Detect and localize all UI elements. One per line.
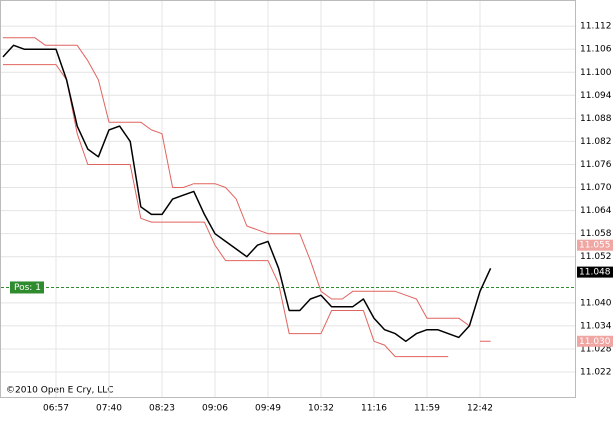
y-tick-label: 11.076: [580, 160, 612, 170]
y-tick-label: 11.022: [580, 368, 612, 378]
line-series: [3, 64, 491, 358]
x-tick-label: 12:42: [467, 404, 493, 414]
price-marker-label: 11.030: [579, 337, 611, 347]
y-tick-label: 11.100: [580, 68, 612, 78]
copyright: ©2010 Open E Cry, LLC: [6, 386, 114, 396]
y-tick-label: 11.052: [580, 252, 612, 262]
line-series: [2, 44, 492, 343]
y-tick-label: 11.070: [580, 183, 612, 193]
price-marker: [577, 335, 613, 347]
y-tick-label: 11.112: [580, 22, 612, 32]
x-tick-label: 09:06: [202, 404, 228, 414]
price-marker-label: 11.055: [579, 241, 611, 251]
plot-frame: [0, 0, 576, 398]
price-marker: [577, 239, 613, 251]
y-tick-label: 11.082: [580, 137, 612, 147]
y-tick-label: 11.106: [580, 45, 612, 55]
y-tick-label: 11.040: [580, 298, 612, 308]
price-marker-label: 11.048: [579, 268, 611, 278]
y-tick-label: 11.034: [580, 321, 612, 331]
y-tick-label: 11.094: [580, 91, 612, 101]
x-tick-label: 09:49: [255, 404, 281, 414]
x-tick-label: 10:32: [308, 404, 334, 414]
position-tag: Pos: 1: [14, 283, 41, 293]
x-tick-label: 08:23: [149, 404, 175, 414]
x-tick-label: 06:57: [43, 404, 69, 414]
y-tick-label: 11.088: [580, 114, 612, 124]
x-tick-label: 07:40: [96, 404, 122, 414]
x-tick-label: 11:16: [361, 404, 387, 414]
x-tick-label: 11:59: [414, 404, 440, 414]
y-tick-label: 11.028: [580, 344, 612, 354]
y-tick-label: 11.058: [580, 229, 612, 239]
y-tick-label: 11.064: [580, 206, 612, 216]
price-marker: [577, 266, 613, 278]
position-tag-box: [10, 281, 44, 294]
line-series: [3, 37, 470, 327]
